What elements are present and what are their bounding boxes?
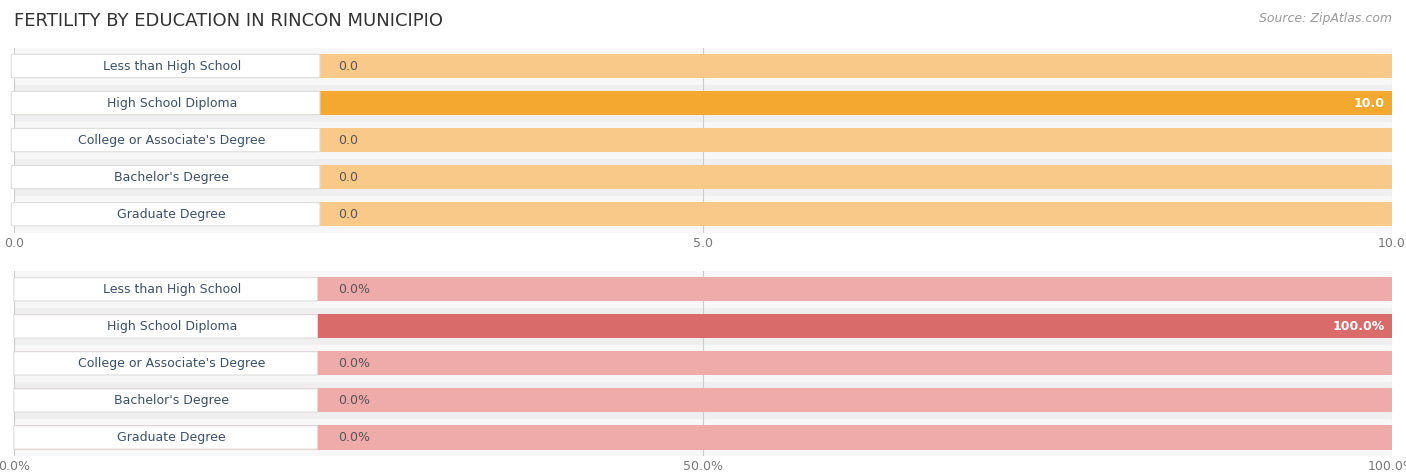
Text: Less than High School: Less than High School <box>103 283 240 296</box>
Bar <box>14 54 1392 78</box>
Text: 0.0%: 0.0% <box>337 431 370 444</box>
Bar <box>14 202 1392 226</box>
FancyBboxPatch shape <box>11 54 321 78</box>
FancyBboxPatch shape <box>14 277 318 301</box>
Bar <box>14 352 1392 375</box>
Text: 0.0%: 0.0% <box>337 394 370 407</box>
Bar <box>14 389 1392 412</box>
Bar <box>14 345 1392 382</box>
Bar <box>14 271 1392 308</box>
Bar <box>14 159 1392 196</box>
FancyBboxPatch shape <box>14 352 318 375</box>
Text: 0.0: 0.0 <box>337 171 359 184</box>
Text: 0.0: 0.0 <box>337 59 359 73</box>
Text: Source: ZipAtlas.com: Source: ZipAtlas.com <box>1258 12 1392 25</box>
Text: College or Associate's Degree: College or Associate's Degree <box>77 357 266 370</box>
Bar <box>14 48 1392 85</box>
Bar <box>14 165 1392 189</box>
Text: 0.0%: 0.0% <box>337 357 370 370</box>
FancyBboxPatch shape <box>14 426 318 449</box>
FancyBboxPatch shape <box>14 389 318 412</box>
FancyBboxPatch shape <box>11 165 321 189</box>
Text: High School Diploma: High School Diploma <box>107 96 236 110</box>
Bar <box>14 122 1392 159</box>
Bar <box>14 196 1392 233</box>
Text: 10.0: 10.0 <box>1354 96 1385 110</box>
Text: Less than High School: Less than High School <box>103 59 240 73</box>
Text: College or Associate's Degree: College or Associate's Degree <box>77 133 266 147</box>
Bar <box>14 419 1392 456</box>
FancyBboxPatch shape <box>11 128 321 152</box>
Bar <box>14 91 1392 115</box>
Text: 0.0: 0.0 <box>337 133 359 147</box>
Text: 100.0%: 100.0% <box>1333 320 1385 333</box>
Text: Bachelor's Degree: Bachelor's Degree <box>114 171 229 184</box>
Text: 0.0%: 0.0% <box>337 283 370 296</box>
Bar <box>14 277 1392 301</box>
Text: High School Diploma: High School Diploma <box>107 320 236 333</box>
Text: Graduate Degree: Graduate Degree <box>117 208 226 221</box>
FancyBboxPatch shape <box>11 202 321 226</box>
Text: Bachelor's Degree: Bachelor's Degree <box>114 394 229 407</box>
FancyBboxPatch shape <box>11 91 321 115</box>
Bar <box>14 382 1392 419</box>
Text: 0.0: 0.0 <box>337 208 359 221</box>
Text: Graduate Degree: Graduate Degree <box>117 431 226 444</box>
Bar <box>14 85 1392 122</box>
Bar <box>14 308 1392 345</box>
Bar <box>14 314 1392 338</box>
Text: FERTILITY BY EDUCATION IN RINCON MUNICIPIO: FERTILITY BY EDUCATION IN RINCON MUNICIP… <box>14 12 443 30</box>
Bar <box>14 91 1392 115</box>
Bar <box>14 426 1392 449</box>
FancyBboxPatch shape <box>14 314 318 338</box>
Bar <box>14 128 1392 152</box>
Bar <box>14 314 1392 338</box>
